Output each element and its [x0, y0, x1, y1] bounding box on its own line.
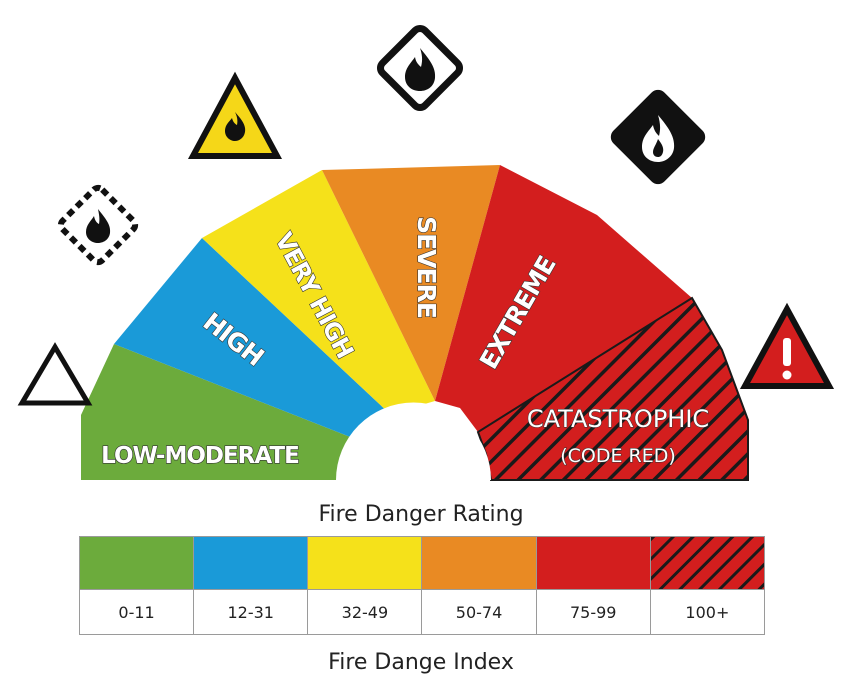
range-severe: 50-74	[421, 589, 537, 635]
segment-high	[114, 238, 390, 442]
range-high: 12-31	[193, 589, 309, 635]
fire-danger-rating-title: Fire Danger Rating	[318, 502, 524, 527]
range-low-moderate: 0-11	[78, 589, 195, 635]
range-extreme: 75-99	[535, 589, 651, 635]
dashed-diamond-fire-icon	[57, 184, 139, 266]
red-triangle-exclamation-icon	[739, 302, 835, 389]
outline-triangle-icon	[17, 342, 93, 406]
segment-low-moderate	[81, 344, 363, 480]
fire-danger-index-scale: 0-11 12-31 32-49 50-74 75-99 100+	[78, 536, 766, 635]
label-catastrophic: CATASTROPHIC	[527, 405, 709, 433]
solid-diamond-fire-icon	[610, 89, 706, 185]
swatch-severe	[421, 536, 537, 590]
label-low-moderate: LOW-MODERATE	[101, 443, 299, 469]
segment-severe	[322, 165, 500, 401]
swatch-catastrophic	[649, 536, 766, 590]
range-very-high: 32-49	[307, 589, 423, 635]
label-code-red: (CODE RED)	[560, 445, 676, 467]
swatch-very-high	[307, 536, 423, 590]
range-catastrophic: 100+	[649, 589, 766, 635]
label-severe: SEVERE	[412, 216, 441, 318]
segment-extreme	[435, 165, 692, 432]
segment-very-high	[202, 170, 435, 414]
yellow-triangle-fire-icon	[187, 71, 283, 159]
segment-catastrophic	[476, 296, 749, 481]
swatch-extreme	[535, 536, 651, 590]
outlined-diamond-fire-icon	[376, 24, 464, 112]
swatch-low-moderate	[78, 536, 195, 590]
fire-danger-gauge: LOW-MODERATE HIGH VERY HIGH SEVERE EXTRE…	[17, 24, 835, 481]
gauge-hub	[336, 402, 491, 480]
fire-danger-index-title: Fire Dange Index	[328, 650, 514, 675]
swatch-high	[193, 536, 309, 590]
